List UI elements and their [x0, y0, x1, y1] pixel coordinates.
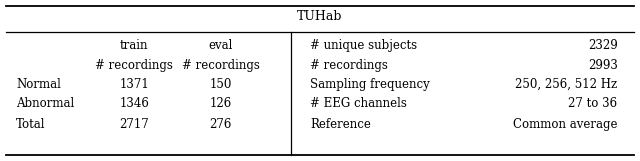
Text: Normal: Normal: [16, 78, 61, 91]
Text: Common average: Common average: [513, 118, 618, 131]
Text: Sampling frequency: Sampling frequency: [310, 78, 430, 91]
Text: # recordings: # recordings: [310, 59, 388, 72]
Text: 250, 256, 512 Hz: 250, 256, 512 Hz: [515, 78, 618, 91]
Text: train: train: [120, 39, 148, 52]
Text: 1346: 1346: [120, 97, 149, 110]
Text: # EEG channels: # EEG channels: [310, 97, 407, 110]
Text: Reference: Reference: [310, 118, 371, 131]
Text: 1371: 1371: [120, 78, 149, 91]
Text: 2329: 2329: [588, 39, 618, 52]
Text: 150: 150: [210, 78, 232, 91]
Text: Abnormal: Abnormal: [16, 97, 74, 110]
Text: 2717: 2717: [120, 118, 149, 131]
Text: Total: Total: [16, 118, 45, 131]
Text: 276: 276: [210, 118, 232, 131]
Text: # recordings: # recordings: [182, 59, 260, 72]
Text: 126: 126: [210, 97, 232, 110]
Text: 2993: 2993: [588, 59, 618, 72]
Text: 27 to 36: 27 to 36: [568, 97, 618, 110]
Text: TUHab: TUHab: [297, 10, 343, 23]
Text: eval: eval: [209, 39, 233, 52]
Text: # recordings: # recordings: [95, 59, 173, 72]
Text: # unique subjects: # unique subjects: [310, 39, 417, 52]
